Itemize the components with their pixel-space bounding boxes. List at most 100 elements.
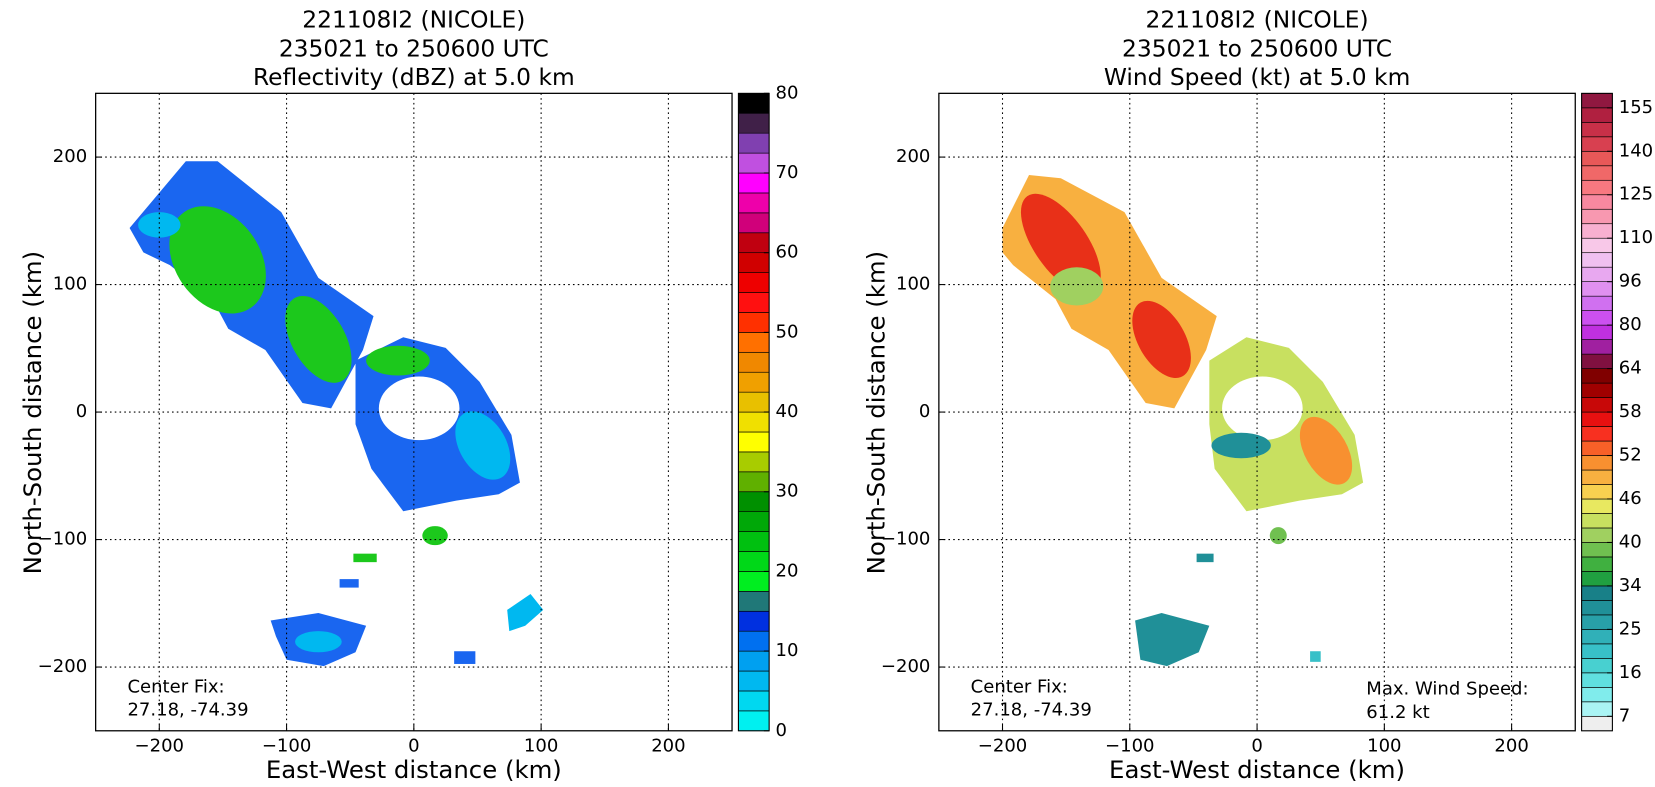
colorbar-segment xyxy=(738,551,770,572)
colorbar-segment xyxy=(1581,266,1613,282)
y-tick-label: −100 xyxy=(881,529,930,550)
x-tick-label: −200 xyxy=(135,736,184,757)
colorbar-segment xyxy=(738,471,770,493)
colorbar-segment xyxy=(1581,643,1613,659)
y-tick-label: 200 xyxy=(53,146,87,167)
colorbar-segment xyxy=(1581,715,1613,732)
radar-echo xyxy=(129,161,544,667)
colorbar-segment xyxy=(738,391,770,413)
chart-title: 221108I2 (NICOLE) xyxy=(1145,6,1368,34)
colorbar-segment xyxy=(1581,107,1613,123)
annotation: 27.18, -74.39 xyxy=(127,700,248,721)
y-axis-label: North-South distance (km) xyxy=(18,251,47,574)
colorbar-segment xyxy=(1581,281,1613,297)
colorbar-tick-label: 20 xyxy=(776,560,799,581)
colorbar-segment xyxy=(1581,585,1613,601)
annotation: 27.18, -74.39 xyxy=(971,700,1092,721)
y-tick-label: 0 xyxy=(919,401,930,422)
y-tick-label: 200 xyxy=(896,146,930,167)
colorbar-segment xyxy=(738,371,770,393)
colorbar-segment xyxy=(738,531,770,552)
colorbar-segment xyxy=(1581,382,1613,398)
colorbar-segment xyxy=(1581,455,1613,471)
x-tick-label: 0 xyxy=(1251,736,1262,757)
colorbar-tick-label: 34 xyxy=(1619,575,1642,596)
colorbar-segment xyxy=(1581,701,1613,717)
colorbar-segment xyxy=(738,332,770,353)
colorbar-segment xyxy=(1581,121,1613,138)
chart-title: Reflectivity (dBZ) at 5.0 km xyxy=(253,63,575,91)
colorbar-tick-label: 46 xyxy=(1619,488,1642,509)
colorbar-tick-label: 40 xyxy=(776,401,799,422)
colorbar-tick-label: 30 xyxy=(776,481,799,502)
colorbar-tick-label: 140 xyxy=(1619,140,1653,161)
colorbar-segment xyxy=(1581,179,1613,196)
colorbar-tick-label: 64 xyxy=(1619,358,1642,379)
colorbar-segment xyxy=(1581,223,1613,239)
chart-title: 235021 to 250600 UTC xyxy=(1122,34,1392,62)
colorbar-segment xyxy=(738,232,770,254)
colorbar-tick-label: 110 xyxy=(1619,227,1653,248)
colorbar-segment xyxy=(738,451,770,473)
colorbar-tick-label: 25 xyxy=(1619,618,1642,639)
y-tick-label: 0 xyxy=(76,401,87,422)
colorbar-tick-label: 125 xyxy=(1619,184,1653,205)
colorbar-segment xyxy=(738,690,770,712)
colorbar-segment xyxy=(738,212,770,234)
y-tick-label: 100 xyxy=(896,274,930,295)
colorbar-segment xyxy=(1581,556,1613,572)
colorbar-segment xyxy=(1581,687,1613,703)
colorbar-segment xyxy=(1581,658,1613,674)
colorbar-segment xyxy=(1581,600,1613,616)
colorbar-segment xyxy=(1581,614,1613,630)
colorbar-segment xyxy=(738,112,770,134)
colorbar-segment xyxy=(738,431,770,453)
x-tick-label: −100 xyxy=(1105,736,1154,757)
y-tick-label: −200 xyxy=(881,656,930,677)
colorbar-segment xyxy=(1581,165,1613,181)
x-axis-label: East-West distance (km) xyxy=(266,755,562,784)
y-tick-label: −200 xyxy=(38,656,87,677)
colorbar-segment xyxy=(1581,237,1613,254)
y-tick-label: −100 xyxy=(38,529,87,550)
colorbar-tick-label: 10 xyxy=(776,640,799,661)
x-tick-label: 100 xyxy=(1367,736,1401,757)
chart-title: 221108I2 (NICOLE) xyxy=(302,6,525,34)
colorbar-tick-label: 96 xyxy=(1619,271,1642,292)
colorbar-tick-label: 80 xyxy=(1619,314,1642,335)
colorbar-segment xyxy=(1581,542,1613,558)
radar-echo xyxy=(1002,175,1364,667)
annotation: 61.2 kt xyxy=(1366,702,1429,723)
colorbar-segment xyxy=(1581,324,1613,340)
colorbar-segment xyxy=(1581,93,1613,109)
chart-title: 235021 to 250600 UTC xyxy=(279,34,549,62)
colorbar-segment xyxy=(1581,208,1613,225)
colorbar-segment xyxy=(738,272,770,293)
colorbar-segment xyxy=(738,411,770,433)
colorbar-segment xyxy=(1581,672,1613,688)
colorbar-segment xyxy=(738,132,770,154)
colorbar-segment xyxy=(1581,426,1613,442)
colorbar-tick-label: 58 xyxy=(1619,401,1642,422)
colorbar-segment xyxy=(738,571,770,592)
colorbar-segment xyxy=(1581,353,1613,369)
colorbar-tick-label: 50 xyxy=(776,321,799,342)
colorbar-segment xyxy=(738,610,770,632)
y-tick-label: 100 xyxy=(53,274,87,295)
colorbar-tick-label: 16 xyxy=(1619,662,1642,683)
colorbar-segment xyxy=(1581,150,1613,167)
colorbar-segment xyxy=(738,351,770,373)
colorbar-segment xyxy=(1581,295,1613,311)
colorbar-segment xyxy=(1581,513,1613,529)
colorbar-segment xyxy=(738,192,770,214)
colorbar-tick-label: 40 xyxy=(1619,531,1642,552)
x-axis-label: East-West distance (km) xyxy=(1109,755,1405,784)
colorbar-segment xyxy=(738,670,770,692)
plot-frame xyxy=(938,92,1576,732)
colorbar-segment xyxy=(738,511,770,532)
colorbar-segment xyxy=(1581,368,1613,384)
colorbar-segment xyxy=(738,172,770,194)
x-tick-label: −100 xyxy=(262,736,311,757)
colorbar-segment xyxy=(1581,411,1613,427)
